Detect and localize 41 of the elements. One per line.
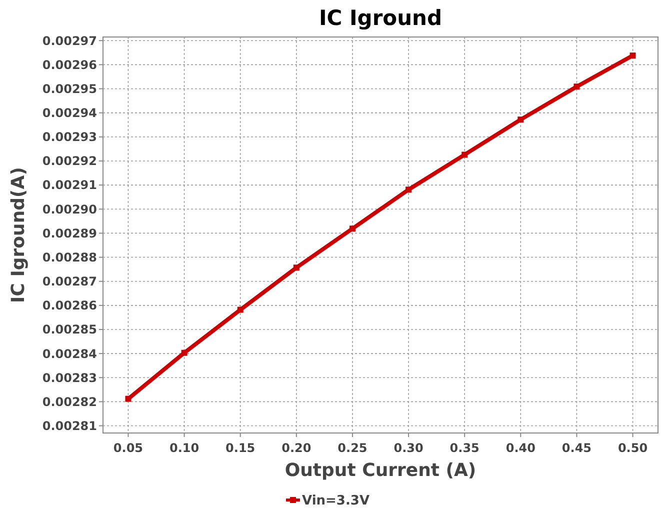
point (349, 226, 356, 232)
x-tick-label: 0.30 (394, 441, 424, 455)
point (293, 264, 300, 271)
x-tick-label: 0.15 (226, 441, 256, 455)
point (574, 84, 580, 90)
x-tick-label: 0.05 (113, 441, 144, 455)
y-tick-label: 0.00289 (42, 226, 97, 240)
y-tick-label: 0.00295 (42, 82, 97, 96)
point (518, 116, 524, 123)
y-tick-label: 0.00293 (42, 130, 97, 144)
point (630, 52, 636, 59)
x-tick-label: 0.25 (338, 441, 368, 455)
point (406, 186, 412, 193)
y-tick-label: 0.00281 (42, 418, 97, 433)
y-tick-label: 0.00287 (42, 274, 97, 289)
x-tick-label: 0.45 (562, 441, 592, 455)
x-tick-label: 0.10 (169, 441, 200, 455)
x-tick-label: 0.40 (506, 441, 536, 455)
x-tick-label: 0.20 (282, 441, 312, 455)
y-tick-label: 0.00291 (42, 178, 97, 192)
x-axis-title: Output Current (A) (284, 460, 476, 481)
point (462, 152, 468, 158)
y-tick-label: 0.00292 (42, 154, 97, 168)
x-tick-label: 0.35 (450, 441, 480, 455)
point (237, 306, 244, 313)
x-tick-label: 0.50 (618, 441, 648, 455)
y-tick-label: 0.00290 (42, 202, 97, 216)
point (125, 396, 132, 402)
y-tick-label: 0.00294 (42, 106, 97, 120)
legend-label: Vin=3.3V (302, 494, 370, 509)
chart-title: IC Iground (318, 6, 442, 30)
y-tick-label: 0.00296 (42, 58, 97, 72)
y-tick-label: 0.00283 (42, 370, 97, 385)
y-tick-label: 0.00297 (42, 34, 97, 48)
point (181, 350, 188, 356)
y-tick-label: 0.00288 (42, 250, 97, 264)
y-tick-label: 0.00284 (42, 346, 97, 361)
y-tick-label: 0.00282 (42, 394, 97, 409)
y-axis-title: IC Iground(A) (8, 167, 29, 303)
y-tick-label: 0.00285 (42, 322, 97, 337)
y-tick-label: 0.00286 (42, 298, 97, 313)
